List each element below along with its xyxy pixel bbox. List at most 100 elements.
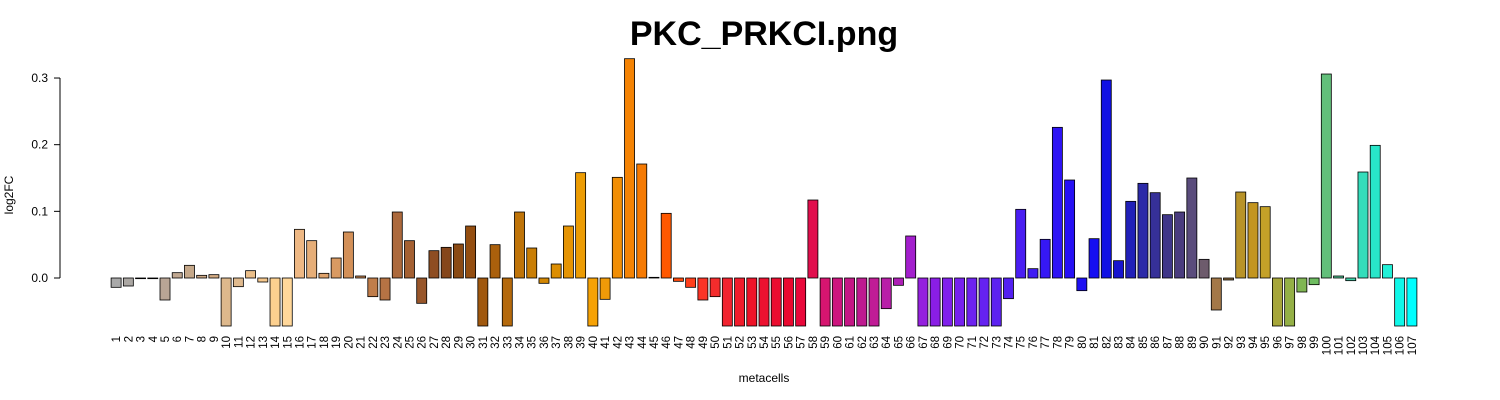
x-tick-label: 22 (368, 336, 380, 349)
x-tick-label: 25 (405, 336, 417, 349)
bar-83 (1113, 260, 1124, 279)
bar-44 (636, 163, 648, 279)
bar-45 (648, 276, 660, 279)
bar-19 (330, 257, 342, 279)
x-tick-label: 81 (1089, 336, 1101, 349)
x-tick-label: 54 (759, 335, 771, 348)
bar-101 (1333, 275, 1344, 279)
bar-20 (342, 231, 354, 279)
x-tick-label: 14 (270, 335, 282, 348)
x-tick-label: 66 (906, 336, 918, 349)
bar-65 (893, 277, 904, 286)
bar-72 (978, 277, 990, 327)
bar-63 (868, 277, 880, 327)
bar-8 (196, 274, 208, 279)
x-tick-label: 33 (502, 336, 514, 349)
bar-35 (526, 247, 538, 279)
bar-105 (1382, 264, 1393, 279)
x-tick-label: 32 (490, 336, 502, 349)
x-tick-label: 1 (111, 336, 123, 342)
x-tick-label: 44 (637, 335, 649, 348)
x-tick-label: 20 (343, 336, 355, 349)
bar-73 (990, 277, 1002, 327)
bar-86 (1149, 192, 1161, 279)
x-tick-label: 16 (294, 336, 306, 349)
bar-58 (807, 199, 819, 279)
bar-93 (1235, 191, 1247, 279)
x-tick-label: 96 (1272, 336, 1284, 349)
bar-68 (929, 277, 941, 327)
bar-7 (184, 264, 195, 279)
x-tick-label: 24 (392, 335, 404, 348)
x-tick-label: 80 (1077, 336, 1089, 349)
x-tick-label: 73 (991, 336, 1003, 349)
bar-32 (489, 244, 501, 279)
bar-77 (1039, 238, 1051, 279)
bar-84 (1125, 200, 1137, 279)
x-tick-label: 40 (588, 336, 600, 349)
bar-66 (905, 235, 917, 279)
bar-1 (110, 277, 122, 288)
x-tick-label: 98 (1297, 336, 1309, 349)
x-tick-label: 7 (184, 336, 196, 342)
x-tick-label: 85 (1138, 336, 1150, 349)
bar-25 (404, 240, 415, 279)
x-tick-label: 15 (282, 336, 294, 349)
bar-88 (1174, 211, 1186, 279)
bar-96 (1272, 277, 1283, 327)
x-tick-label: 88 (1175, 336, 1187, 349)
x-tick-label: 55 (771, 336, 783, 349)
bar-82 (1100, 79, 1112, 279)
x-tick-label: 89 (1187, 336, 1199, 349)
bar-107 (1406, 277, 1418, 327)
x-tick-label: 31 (478, 336, 490, 349)
x-tick-label: 11 (233, 336, 245, 348)
x-tick-label: 49 (698, 336, 710, 349)
bar-71 (966, 277, 978, 327)
x-tick-label: 84 (1126, 335, 1138, 348)
bar-89 (1186, 177, 1198, 279)
x-tick-label: 26 (417, 336, 429, 349)
x-tick-label: 56 (783, 336, 795, 349)
x-tick-label: 43 (625, 336, 637, 349)
x-tick-label: 107 (1407, 336, 1419, 355)
x-tick-label: 100 (1321, 336, 1333, 355)
x-tick-label: 47 (673, 336, 685, 349)
x-tick-label: 103 (1358, 336, 1370, 355)
x-tick-label: 2 (123, 336, 135, 342)
bar-99 (1308, 277, 1320, 286)
x-tick-label: 105 (1382, 336, 1394, 355)
x-tick-label: 38 (563, 336, 575, 349)
x-tick-label: 29 (453, 336, 465, 349)
y-tick-label: 0.1 (31, 204, 48, 218)
bar-92 (1223, 277, 1234, 281)
x-tick-label: 35 (527, 336, 539, 349)
bar-23 (379, 277, 391, 301)
x-tick-label: 97 (1285, 336, 1297, 349)
bar-4 (147, 277, 159, 280)
x-tick-label: 68 (930, 336, 942, 349)
bar-27 (428, 250, 440, 279)
bar-21 (355, 275, 367, 279)
x-tick-label: 86 (1150, 336, 1162, 349)
bar-64 (880, 277, 892, 310)
x-tick-label: 77 (1040, 336, 1052, 349)
x-tick-label: 17 (307, 336, 319, 349)
bar-102 (1345, 277, 1357, 282)
x-tick-label: 34 (515, 335, 527, 348)
bar-54 (758, 277, 770, 327)
bar-37 (550, 263, 562, 279)
x-tick-label: 30 (466, 336, 478, 349)
x-tick-label: 69 (942, 336, 954, 349)
bar-75 (1015, 208, 1027, 279)
x-tick-label: 102 (1346, 336, 1358, 355)
x-tick-label: 53 (747, 336, 759, 349)
bar-50 (709, 277, 721, 298)
bar-42 (611, 176, 623, 279)
x-tick-label: 83 (1114, 336, 1126, 349)
bar-47 (673, 277, 684, 282)
x-tick-label: 8 (197, 336, 209, 342)
bar-59 (819, 277, 831, 327)
x-tick-label: 23 (380, 336, 392, 349)
bar-9 (208, 274, 220, 279)
